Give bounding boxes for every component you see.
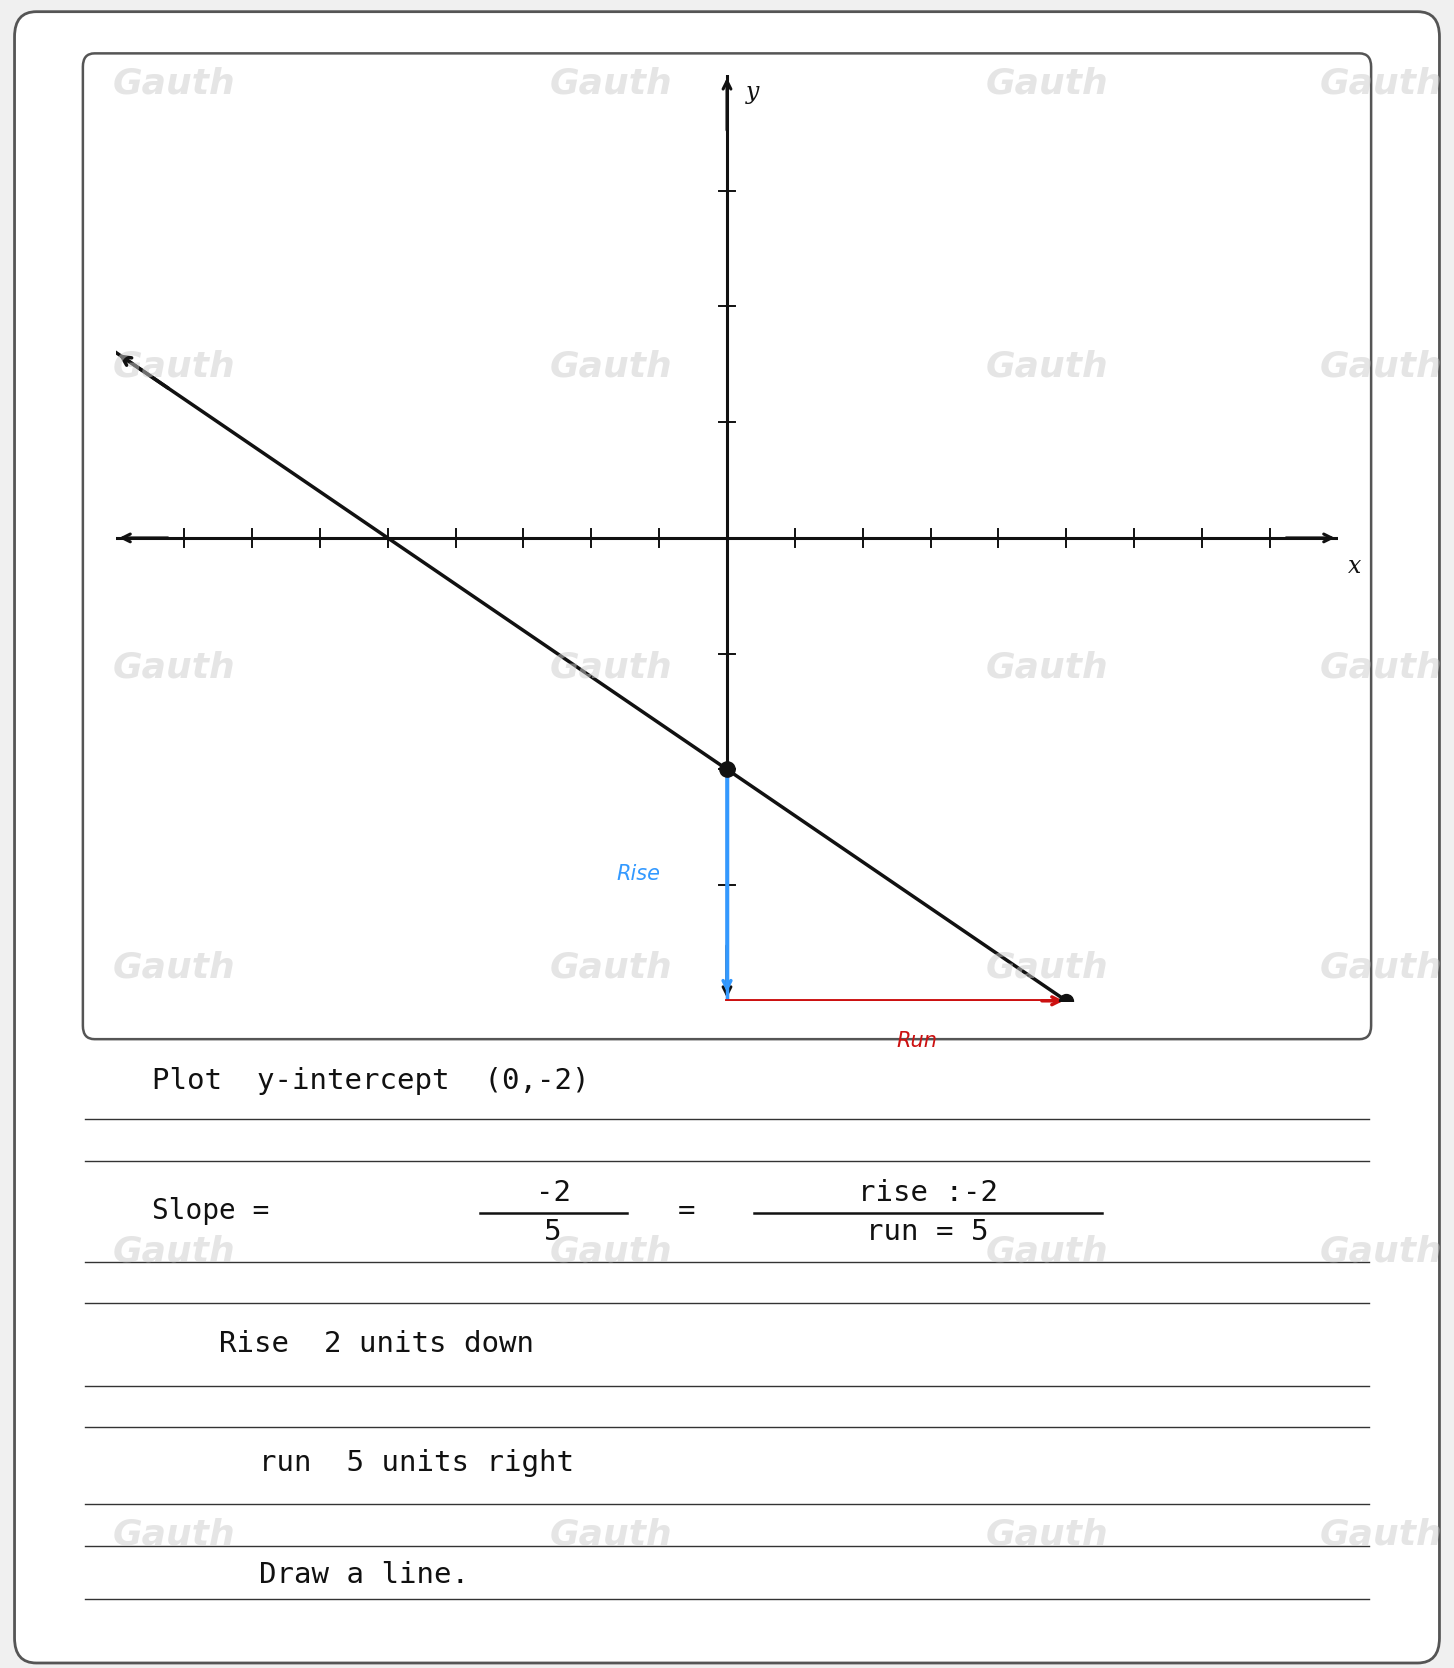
Text: x: x	[1348, 555, 1361, 579]
Text: Slope =: Slope =	[151, 1198, 286, 1226]
Text: Gauth: Gauth	[113, 951, 236, 984]
Text: Gauth: Gauth	[550, 67, 672, 100]
Text: Gauth: Gauth	[550, 651, 672, 684]
Text: =: =	[678, 1198, 695, 1226]
Text: Gauth: Gauth	[113, 651, 236, 684]
Text: Plot  y-intercept  (0,-2): Plot y-intercept (0,-2)	[151, 1068, 589, 1094]
Text: Gauth: Gauth	[1320, 350, 1442, 384]
Text: rise :-2: rise :-2	[858, 1179, 997, 1208]
Text: -2: -2	[535, 1179, 570, 1208]
Text: Gauth: Gauth	[986, 67, 1108, 100]
Text: run  5 units right: run 5 units right	[259, 1449, 574, 1476]
Text: Gauth: Gauth	[1320, 1234, 1442, 1268]
Text: run = 5: run = 5	[867, 1218, 989, 1246]
Text: Gauth: Gauth	[113, 350, 236, 384]
Text: Gauth: Gauth	[986, 1234, 1108, 1268]
Text: Gauth: Gauth	[550, 1518, 672, 1551]
Text: Gauth: Gauth	[550, 1234, 672, 1268]
Text: Run: Run	[897, 1031, 938, 1051]
Text: Gauth: Gauth	[1320, 1518, 1442, 1551]
Text: 5: 5	[544, 1218, 561, 1246]
Text: Rise  2 units down: Rise 2 units down	[218, 1331, 534, 1358]
Text: Gauth: Gauth	[986, 1518, 1108, 1551]
Text: Draw a line.: Draw a line.	[259, 1561, 468, 1590]
Text: Gauth: Gauth	[550, 350, 672, 384]
Text: Gauth: Gauth	[1320, 951, 1442, 984]
Text: Gauth: Gauth	[986, 951, 1108, 984]
Text: Gauth: Gauth	[113, 67, 236, 100]
Text: Rise: Rise	[616, 864, 660, 884]
Text: y: y	[746, 80, 759, 103]
Text: Gauth: Gauth	[986, 350, 1108, 384]
Text: Gauth: Gauth	[1320, 651, 1442, 684]
Text: Gauth: Gauth	[113, 1234, 236, 1268]
Text: Gauth: Gauth	[1320, 67, 1442, 100]
Text: Gauth: Gauth	[986, 651, 1108, 684]
FancyBboxPatch shape	[83, 53, 1371, 1039]
Text: Gauth: Gauth	[113, 1518, 236, 1551]
Text: Gauth: Gauth	[550, 951, 672, 984]
FancyBboxPatch shape	[15, 12, 1439, 1663]
